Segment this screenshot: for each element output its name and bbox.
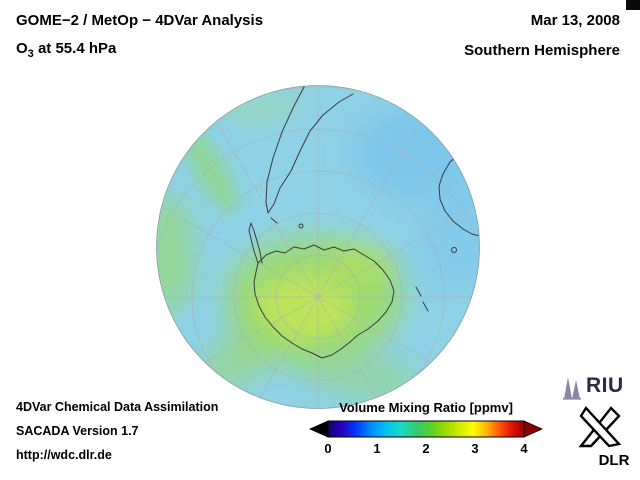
species-level-label: O3 at 55.4 hPa: [16, 40, 116, 60]
colorbar-right-arrow: [523, 420, 543, 438]
colorbar-tick-2: 2: [422, 441, 430, 456]
corner-artifact: [626, 0, 640, 10]
colorbar-tick-4: 4: [520, 441, 528, 456]
coastline-tierra-del-fuego-island: [270, 217, 278, 224]
colorbar-tick-1: 1: [373, 441, 381, 456]
colorbar-tick-3: 3: [471, 441, 479, 456]
riu-cathedral-icon: [563, 377, 581, 400]
coastline-falkland-islands: [298, 223, 304, 229]
riu-logo-text: RIU: [586, 374, 624, 397]
assimilation-label: 4DVar Chemical Data Assimilation: [16, 400, 219, 414]
colorbar-left-arrow: [309, 420, 329, 438]
colorbar-gradient-bar: [327, 420, 525, 438]
pressure-level: at 55.4 hPa: [33, 40, 117, 57]
coastline-antarctica: [253, 244, 395, 359]
colorbar: [309, 420, 543, 438]
species-symbol: O: [16, 40, 28, 57]
wdc-url-label: http://wdc.dlr.de: [16, 448, 112, 462]
species-subscript: 3: [27, 48, 34, 60]
graticule: [156, 85, 480, 409]
date-label: Mar 13, 2008: [530, 12, 620, 29]
coastline-south-america: [265, 86, 354, 214]
plot-title: GOME−2 / MetOp − 4DVar Analysis: [16, 12, 264, 29]
dlr-logo-text: DLR: [598, 452, 630, 469]
coastline-tasmania: [451, 247, 457, 253]
colorbar-tick-0: 0: [324, 441, 332, 456]
coastline-antarctic-peninsula: [248, 222, 263, 264]
dlr-logo-icon: [578, 406, 622, 448]
globe-rim: [156, 85, 480, 409]
coastline-new-zealand: [415, 286, 429, 312]
hemisphere-label: Southern Hemisphere: [464, 42, 620, 59]
colorbar-title: Volume Mixing Ratio [ppmv]: [339, 400, 513, 415]
coastline-top-right: [425, 92, 453, 121]
version-label: SACADA Version 1.7: [16, 424, 139, 438]
hemisphere-globe-map: [156, 85, 480, 409]
